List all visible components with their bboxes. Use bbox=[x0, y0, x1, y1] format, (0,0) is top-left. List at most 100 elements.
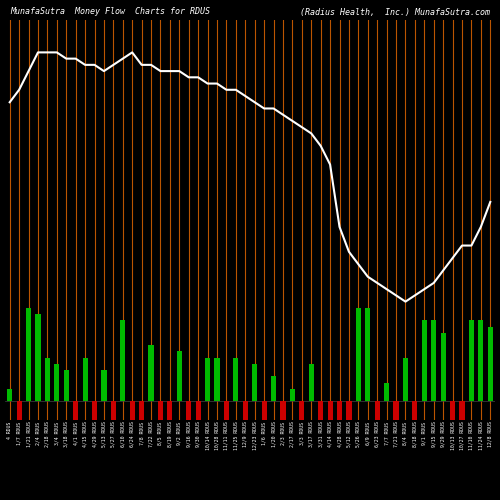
Text: 6/10 RDUS: 6/10 RDUS bbox=[120, 422, 126, 448]
Bar bbox=[478, 320, 484, 402]
Bar bbox=[403, 358, 408, 402]
Bar bbox=[82, 358, 87, 402]
Bar bbox=[130, 402, 135, 458]
Text: 4/28 RDUS: 4/28 RDUS bbox=[337, 422, 342, 448]
Bar bbox=[7, 389, 12, 402]
Text: 11/10 RDUS: 11/10 RDUS bbox=[469, 422, 474, 450]
Text: 9/15 RDUS: 9/15 RDUS bbox=[431, 422, 436, 448]
Bar bbox=[92, 402, 97, 426]
Text: 7/7 RDUS: 7/7 RDUS bbox=[384, 422, 389, 444]
Bar bbox=[365, 308, 370, 402]
Text: 1/21 RDUS: 1/21 RDUS bbox=[26, 422, 31, 448]
Bar bbox=[460, 402, 464, 458]
Text: 1/6 RDUS: 1/6 RDUS bbox=[262, 422, 266, 444]
Text: 9/29 RDUS: 9/29 RDUS bbox=[440, 422, 446, 448]
Bar bbox=[148, 345, 154, 402]
Text: 5/26 RDUS: 5/26 RDUS bbox=[356, 422, 361, 448]
Text: 2/17 RDUS: 2/17 RDUS bbox=[290, 422, 295, 448]
Bar bbox=[224, 402, 229, 438]
Text: 4/14 RDUS: 4/14 RDUS bbox=[328, 422, 332, 448]
Bar bbox=[328, 402, 332, 500]
Bar bbox=[102, 370, 106, 402]
Bar bbox=[168, 402, 172, 445]
Bar bbox=[431, 320, 436, 402]
Bar bbox=[262, 402, 266, 420]
Text: 7/22 RDUS: 7/22 RDUS bbox=[148, 422, 154, 448]
Text: 3/18 RDUS: 3/18 RDUS bbox=[64, 422, 69, 448]
Bar bbox=[308, 364, 314, 402]
Text: 3/17 RDUS: 3/17 RDUS bbox=[309, 422, 314, 448]
Text: 12/23 RDUS: 12/23 RDUS bbox=[252, 422, 257, 450]
Text: 10/13 RDUS: 10/13 RDUS bbox=[450, 422, 455, 450]
Bar bbox=[176, 352, 182, 402]
Bar bbox=[36, 314, 41, 402]
Text: 5/13 RDUS: 5/13 RDUS bbox=[102, 422, 106, 448]
Bar bbox=[234, 358, 238, 402]
Text: 8/4 RDUS: 8/4 RDUS bbox=[403, 422, 408, 444]
Bar bbox=[346, 402, 352, 495]
Bar bbox=[394, 402, 398, 445]
Bar bbox=[214, 358, 220, 402]
Bar bbox=[271, 376, 276, 402]
Text: 11/25 RDUS: 11/25 RDUS bbox=[234, 422, 238, 450]
Text: 8/18 RDUS: 8/18 RDUS bbox=[412, 422, 418, 448]
Text: 12/8 RDUS: 12/8 RDUS bbox=[488, 422, 493, 448]
Text: 3/3 RDUS: 3/3 RDUS bbox=[300, 422, 304, 444]
Bar bbox=[280, 402, 285, 438]
Bar bbox=[111, 402, 116, 451]
Text: 10/27 RDUS: 10/27 RDUS bbox=[460, 422, 464, 450]
Bar bbox=[54, 364, 60, 402]
Text: 2/3 RDUS: 2/3 RDUS bbox=[280, 422, 285, 444]
Bar bbox=[186, 402, 192, 458]
Bar bbox=[440, 333, 446, 402]
Bar bbox=[337, 402, 342, 500]
Bar bbox=[412, 402, 418, 438]
Bar bbox=[158, 402, 163, 445]
Bar bbox=[205, 358, 210, 402]
Text: 8/5 RDUS: 8/5 RDUS bbox=[158, 422, 163, 444]
Bar bbox=[120, 320, 126, 402]
Bar bbox=[450, 402, 455, 432]
Bar bbox=[469, 320, 474, 402]
Text: 12/9 RDUS: 12/9 RDUS bbox=[243, 422, 248, 448]
Bar bbox=[252, 364, 258, 402]
Text: 6/9 RDUS: 6/9 RDUS bbox=[366, 422, 370, 444]
Text: 2/4 RDUS: 2/4 RDUS bbox=[36, 422, 41, 444]
Text: 5/27 RDUS: 5/27 RDUS bbox=[111, 422, 116, 448]
Text: 10/28 RDUS: 10/28 RDUS bbox=[214, 422, 220, 450]
Text: 2/18 RDUS: 2/18 RDUS bbox=[45, 422, 50, 448]
Text: 11/24 RDUS: 11/24 RDUS bbox=[478, 422, 484, 450]
Text: 4/1 RDUS: 4/1 RDUS bbox=[73, 422, 78, 444]
Bar bbox=[139, 402, 144, 445]
Text: 4 RDUS: 4 RDUS bbox=[7, 422, 12, 439]
Text: (Radius Health,  Inc.) MunafaSutra.com: (Radius Health, Inc.) MunafaSutra.com bbox=[300, 8, 490, 16]
Text: 4/29 RDUS: 4/29 RDUS bbox=[92, 422, 97, 448]
Bar bbox=[488, 326, 493, 402]
Text: 1/20 RDUS: 1/20 RDUS bbox=[271, 422, 276, 448]
Text: MunafaSutra  Money Flow  Charts for RDUS: MunafaSutra Money Flow Charts for RDUS bbox=[10, 8, 210, 16]
Bar bbox=[73, 402, 78, 438]
Text: 9/1 RDUS: 9/1 RDUS bbox=[422, 422, 427, 444]
Text: 10/14 RDUS: 10/14 RDUS bbox=[205, 422, 210, 450]
Text: 5/12 RDUS: 5/12 RDUS bbox=[346, 422, 352, 448]
Text: 9/16 RDUS: 9/16 RDUS bbox=[186, 422, 191, 448]
Bar bbox=[16, 402, 21, 432]
Bar bbox=[299, 402, 304, 432]
Bar bbox=[290, 389, 295, 402]
Text: 9/2 RDUS: 9/2 RDUS bbox=[177, 422, 182, 444]
Bar bbox=[374, 402, 380, 432]
Text: 8/19 RDUS: 8/19 RDUS bbox=[168, 422, 172, 448]
Bar bbox=[318, 402, 324, 445]
Text: 3/4 RDUS: 3/4 RDUS bbox=[54, 422, 60, 444]
Text: 11/11 RDUS: 11/11 RDUS bbox=[224, 422, 229, 450]
Bar bbox=[384, 382, 389, 402]
Text: 6/23 RDUS: 6/23 RDUS bbox=[374, 422, 380, 448]
Bar bbox=[242, 402, 248, 426]
Text: 7/21 RDUS: 7/21 RDUS bbox=[394, 422, 398, 448]
Text: 6/24 RDUS: 6/24 RDUS bbox=[130, 422, 134, 448]
Bar bbox=[45, 358, 50, 402]
Text: 9/30 RDUS: 9/30 RDUS bbox=[196, 422, 200, 448]
Bar bbox=[26, 308, 31, 402]
Text: 7/8 RDUS: 7/8 RDUS bbox=[139, 422, 144, 444]
Bar bbox=[64, 370, 69, 402]
